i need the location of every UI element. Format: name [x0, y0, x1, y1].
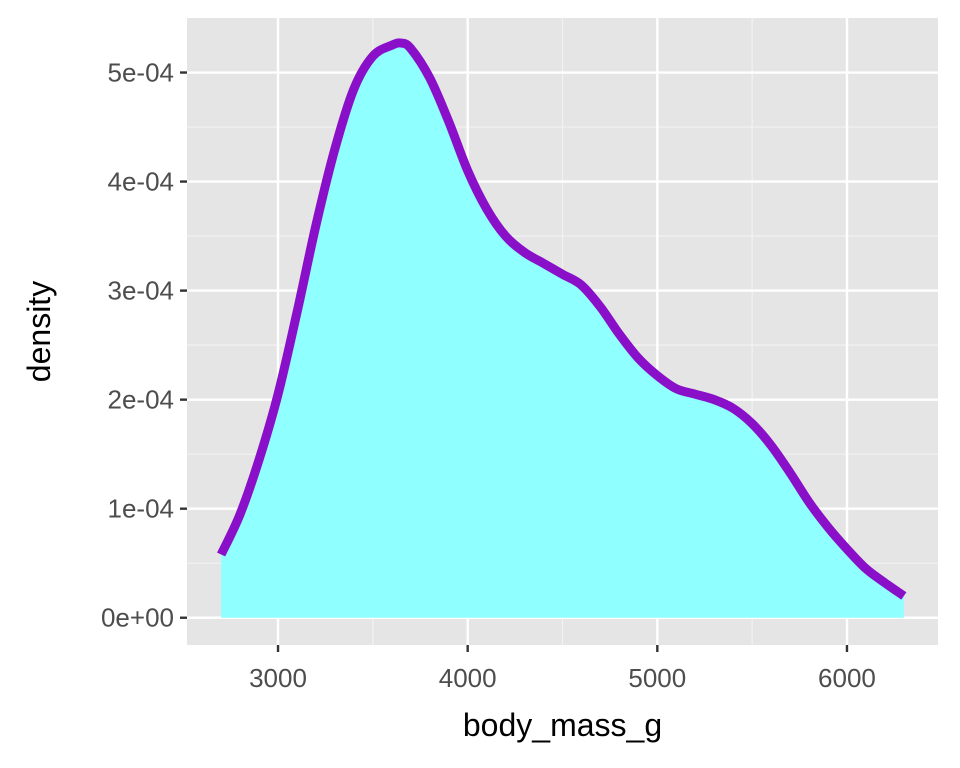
density-area — [221, 42, 904, 618]
y-axis-title: density — [21, 281, 57, 382]
x-tick-label: 3000 — [249, 663, 307, 693]
y-tick-label: 3e-04 — [108, 276, 175, 306]
x-axis: 3000 4000 5000 6000 — [249, 645, 876, 693]
y-tick-label: 4e-04 — [108, 167, 175, 197]
x-tick-label: 5000 — [628, 663, 686, 693]
x-tick-label: 4000 — [439, 663, 497, 693]
x-tick-label: 6000 — [818, 663, 876, 693]
density-line — [217, 38, 907, 600]
y-tick-label: 1e-04 — [108, 494, 175, 524]
y-tick-label: 0e+00 — [101, 603, 174, 633]
y-tick-label: 2e-04 — [108, 385, 175, 415]
y-tick-label: 5e-04 — [108, 58, 175, 88]
y-axis: 0e+00 1e-04 2e-04 3e-04 4e-04 5e-04 — [101, 58, 187, 633]
x-axis-title: body_mass_g — [463, 707, 662, 743]
